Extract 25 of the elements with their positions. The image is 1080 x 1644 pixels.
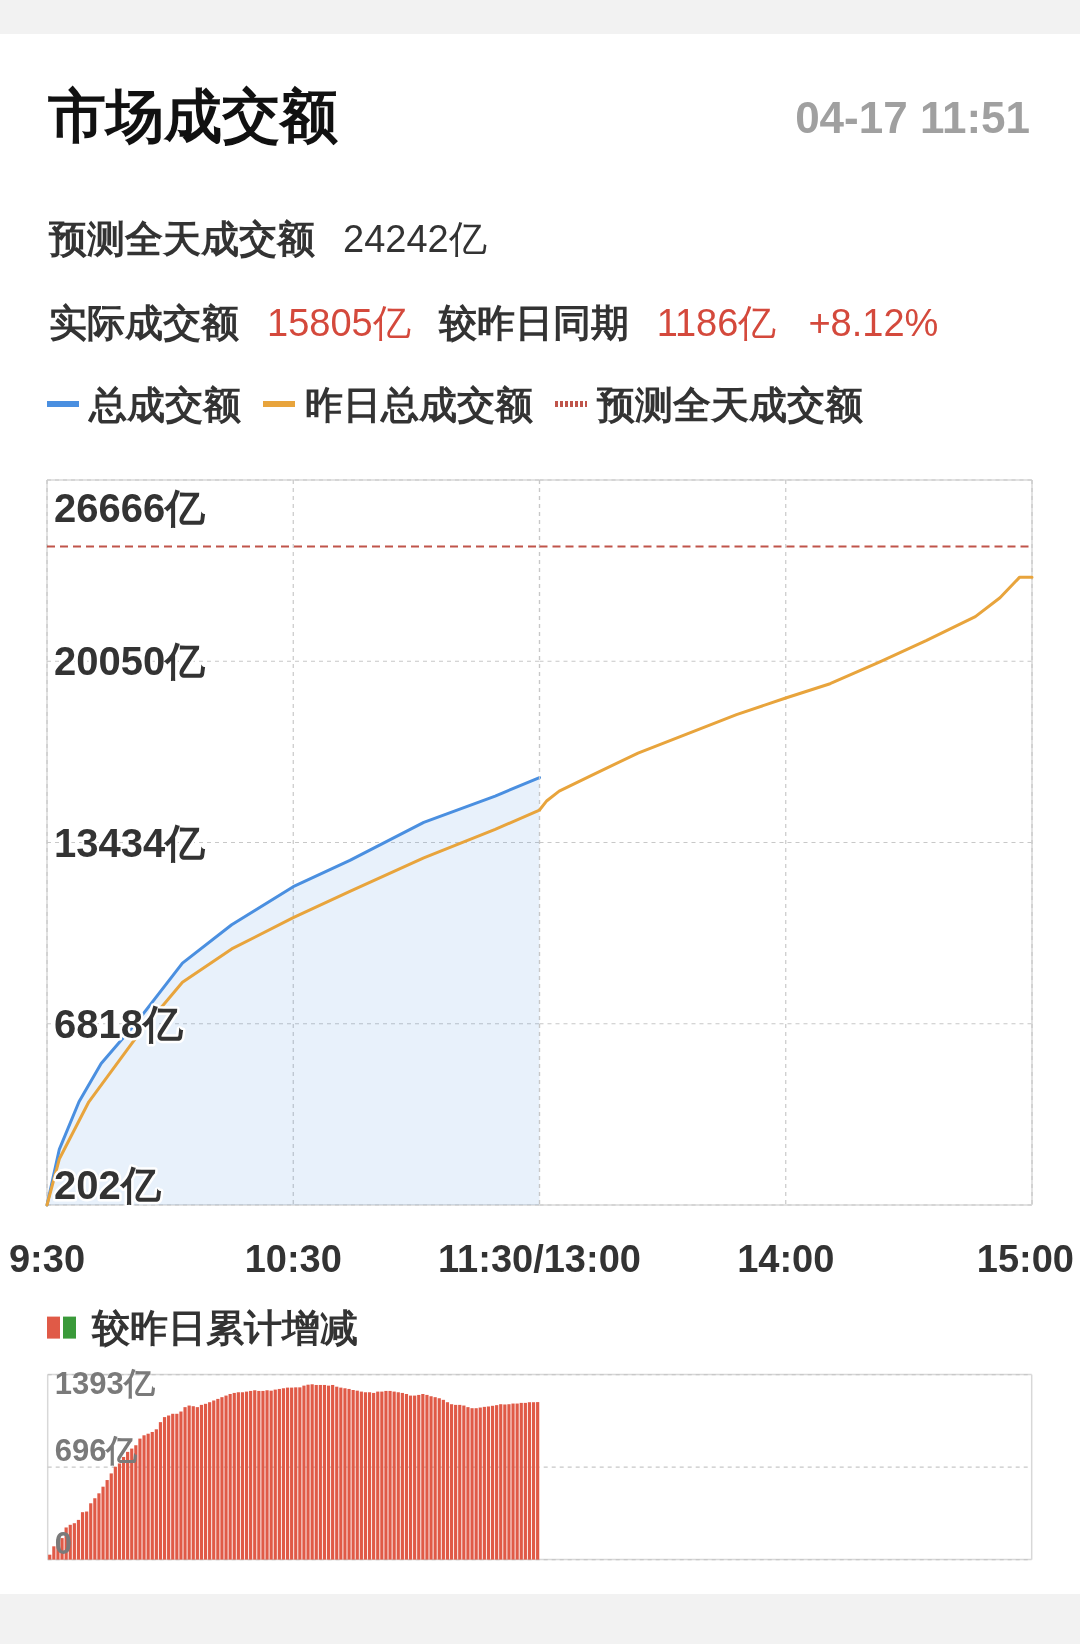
annotation: 实际成交额 xyxy=(49,302,239,344)
x-tick-label: 10:30 xyxy=(244,1238,342,1280)
legend-label: 总成交额 xyxy=(87,384,241,426)
y-tick-label: 26666亿 xyxy=(54,486,207,530)
annotation: +8.12% xyxy=(808,302,939,344)
x-tick-label: 14:00 xyxy=(737,1238,835,1280)
annotation: 较昨日同期 xyxy=(438,302,629,344)
y-tick-label: 20050亿 xyxy=(54,639,207,684)
annotation: 预测全天成交额 xyxy=(49,218,315,260)
legend-item: 预测全天成交额 xyxy=(555,384,863,426)
annotation: 15805亿 xyxy=(267,302,411,344)
chart-title: 较昨日累计增减 xyxy=(91,1306,358,1349)
annotation: 1186亿 xyxy=(656,302,777,344)
y-tick-label: 1393亿 xyxy=(54,1366,156,1402)
x-tick-label: 15:00 xyxy=(976,1238,1074,1280)
y-tick-label: 13434亿 xyxy=(54,820,207,865)
x-tick-label: 9:30 xyxy=(8,1238,86,1280)
x-tick-label: 11:30/13:00 xyxy=(438,1238,641,1280)
legend-item: 总成交额 xyxy=(47,384,241,426)
chart-subtitle: 04-17 11:51 xyxy=(795,93,1030,142)
y-tick-label: 202亿 xyxy=(54,1163,162,1207)
legend-item: 昨日总成交额 xyxy=(263,384,533,426)
chart-title: 市场成交额 xyxy=(47,83,338,148)
annotation: 24242亿 xyxy=(343,218,487,260)
legend-label: 昨日总成交额 xyxy=(305,384,533,426)
